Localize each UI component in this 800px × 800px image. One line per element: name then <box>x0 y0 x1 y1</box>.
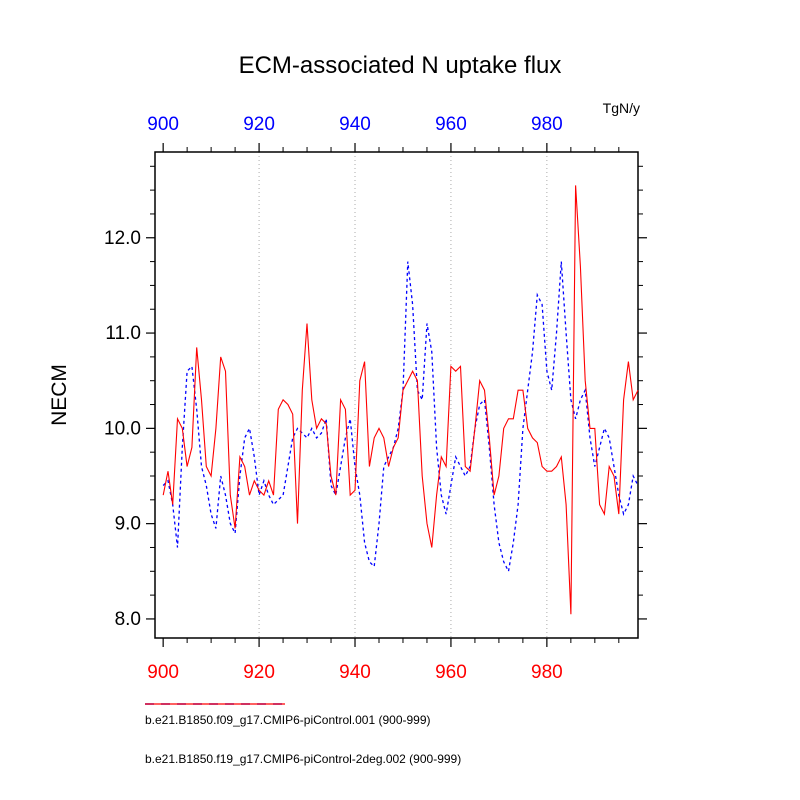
y-tick-label: 8.0 <box>115 609 141 630</box>
x-tick-label-bottom: 900 <box>147 662 179 683</box>
x-tick-label-bottom: 940 <box>339 662 371 683</box>
series-solid-line <box>162 185 639 615</box>
x-tick-label-top: 960 <box>435 114 467 135</box>
y-tick-label: 10.0 <box>104 418 141 439</box>
y-tick-label: 11.0 <box>105 323 141 344</box>
x-tick-label-bottom: 920 <box>243 662 275 683</box>
y-axis-title: NECM <box>48 364 71 426</box>
x-tick-label-top: 920 <box>243 114 275 135</box>
y-tick-label: 12.0 <box>104 228 141 249</box>
x-tick-label-top: 940 <box>339 114 371 135</box>
x-tick-label-bottom: 980 <box>531 662 563 683</box>
series-dashed-line <box>162 261 639 574</box>
legend-item: b.e21.B1850.f19_g17.CMIP6-piControl-2deg… <box>145 703 765 778</box>
legend: b.e21.B1850.f09_g17.CMIP6-piControl.001 … <box>145 700 765 778</box>
solid-line-swatch-icon <box>145 703 285 705</box>
y-tick-label: 9.0 <box>115 514 141 535</box>
x-tick-label-top: 900 <box>147 114 179 135</box>
x-tick-label-bottom: 960 <box>435 662 467 683</box>
chart-title: ECM-associated N uptake flux <box>238 52 562 79</box>
x-tick-label-top: 980 <box>531 114 563 135</box>
plot-frame <box>154 151 639 639</box>
legend-label: b.e21.B1850.f09_g17.CMIP6-piControl.001 … <box>145 712 431 727</box>
units-label: TgN/y <box>602 100 640 116</box>
legend-label: b.e21.B1850.f19_g17.CMIP6-piControl-2deg… <box>145 751 462 766</box>
